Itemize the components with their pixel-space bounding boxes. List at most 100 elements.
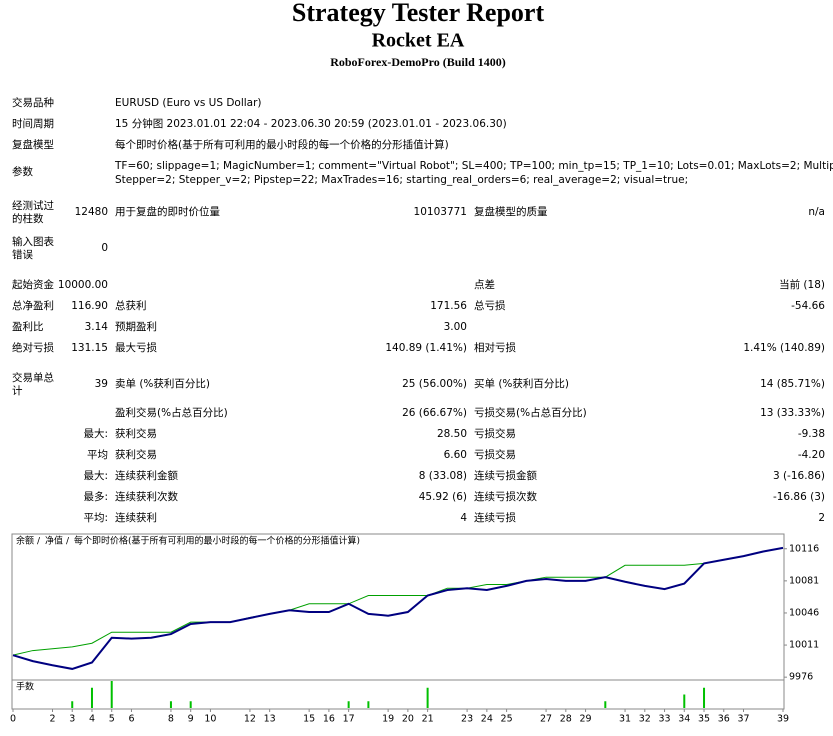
stat-cell: -16.86 (3) [773,491,825,503]
stat-cell: 总亏损 [474,299,506,312]
x-tick-label: 33 [658,714,670,725]
stat-cell: 10000.00 [58,279,108,291]
x-tick-label: 19 [382,714,394,725]
info-label: 参数 [12,165,33,178]
lots-bar [367,701,370,708]
x-tick-label: 24 [481,714,493,725]
x-tick-label: 8 [168,714,174,725]
stat-cell: 连续亏损次数 [474,490,537,503]
stat-cell: 绝对亏损 [12,341,54,354]
stat-cell: 1.41% (140.89) [743,342,825,354]
x-tick-label: 9 [188,714,194,725]
lots-bar [703,687,706,708]
x-tick-label: 31 [619,714,631,725]
info-value: Stepper=2; Stepper_v=2; Pipstep=22; MaxT… [115,174,688,186]
x-tick-label: 4 [89,714,95,725]
stat-cell: 获利交易 [115,448,157,461]
stat-cell: 盈利比 [12,320,44,333]
x-tick-label: 15 [303,714,315,725]
stat-cell: 平均 [87,449,108,461]
stat-cell: 140.89 (1.41%) [385,342,467,354]
stat-cell: 连续获利 [115,511,157,524]
stat-cell: 26 (66.67%) [402,407,467,419]
x-tick-label: 3 [69,714,75,725]
legend-separator: / [66,537,70,547]
x-tick-label: 27 [540,714,552,725]
stat-cell: 131.15 [71,342,108,354]
stat-cell: 卖单 (%获利百分比) [115,377,210,390]
stat-cell: 计 [12,384,23,397]
legend-separator: / [37,537,41,547]
info-label: 交易品种 [12,96,54,109]
x-tick-label: 20 [402,714,414,725]
broker: RoboForex-DemoPro (Build 1400) [330,55,506,69]
stat-cell: 3.00 [444,321,467,333]
lots-bar [426,687,429,708]
stat-cell: 点差 [474,278,495,291]
x-tick-label: 28 [560,714,572,725]
y-tick-label: 10116 [789,543,819,554]
stat-cell: 最大亏损 [115,341,157,354]
info-value: 每个即时价格(基于所有可利用的最小时段的每一个价格的分形插值计算) [115,138,449,151]
x-tick-label: 25 [501,714,513,725]
stat-cell: 39 [95,378,108,390]
stat-cell: 最大: [83,469,108,482]
legend-entry: 余额 [16,535,34,547]
stat-cell: 3 (-16.86) [773,470,825,482]
y-tick-label: 9976 [789,672,813,683]
stat-cell: -54.66 [791,300,825,312]
x-tick-label: 34 [678,714,690,725]
stat-cell: n/a [808,206,825,218]
lots-bar [71,701,74,708]
stat-cell: 116.90 [71,300,108,312]
stat-cell: 171.56 [430,300,467,312]
stat-cell: 经测试过 [12,199,54,212]
lots-frame [11,679,785,710]
y-tick-label: 10081 [789,575,819,586]
lots-bar [347,701,350,708]
x-tick-label: 29 [580,714,592,725]
stat-cell: 2 [818,512,825,524]
lots-bar [169,701,172,708]
x-tick-label: 23 [461,714,473,725]
stat-cell: 亏损交易(%占总百分比) [474,406,587,419]
stat-cell: 13 (33.33%) [760,407,825,419]
stat-cell: 平均: [83,512,108,524]
stat-cell: 总净盈利 [12,299,54,312]
x-tick-label: 32 [639,714,651,725]
stat-cell: 25 (56.00%) [402,378,467,390]
stat-cell: 交易单总 [12,371,54,384]
x-tick-label: 17 [343,714,355,725]
x-tick-label: 0 [10,714,16,725]
stat-cell: 最大: [83,427,108,440]
x-tick-label: 36 [718,714,730,725]
x-tick-label: 13 [264,714,276,725]
lots-bar [683,694,686,708]
stat-cell: 连续亏损 [474,511,516,524]
info-value: TF=60; slippage=1; MagicNumber=1; commen… [114,160,833,172]
stat-cell: -9.38 [798,428,825,440]
x-tick-label: 35 [698,714,710,725]
stat-cell: 14 (85.71%) [760,378,825,390]
stat-cell: 盈利交易(%占总百分比) [115,406,228,419]
stat-cell: 当前 (18) [779,278,825,291]
report-subtitle: Rocket EA [372,30,465,52]
stat-cell: 10103771 [414,206,467,218]
stat-cell: 错误 [12,248,33,261]
stat-cell: 相对亏损 [474,341,516,354]
lots-bar [189,701,192,708]
chart-frame [11,533,785,681]
y-tick-label: 10046 [789,607,819,618]
stat-cell: 复盘模型的质量 [474,205,548,218]
stat-cell: -4.20 [798,449,825,461]
x-tick-label: 6 [128,714,134,725]
stat-cell: 买单 (%获利百分比) [474,377,569,390]
x-tick-label: 10 [204,714,216,725]
stat-cell: 亏损交易 [474,427,516,440]
stat-cell: 0 [101,242,108,254]
y-tick-label: 10011 [789,640,819,651]
stat-cell: 6.60 [444,449,467,461]
lots-label: 手数 [16,681,34,693]
info-value: EURUSD (Euro vs US Dollar) [115,97,262,109]
